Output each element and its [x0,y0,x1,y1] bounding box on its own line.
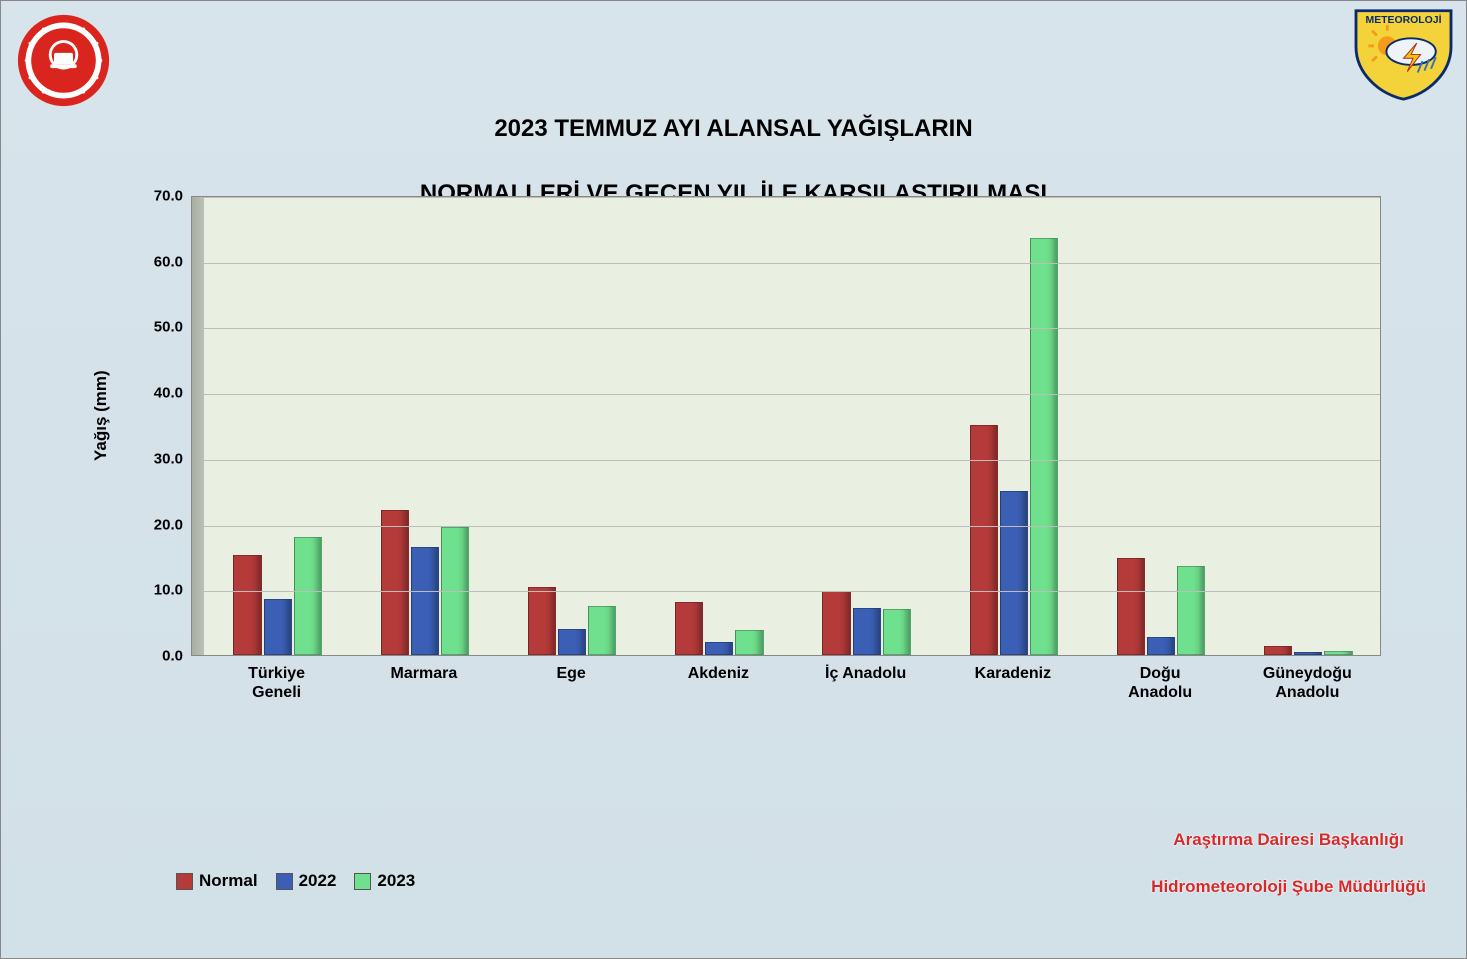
y-tick-label: 20.0 [133,516,183,533]
bar [675,602,703,655]
bar [853,608,881,655]
y-axis-label: Yağış (mm) [91,370,111,461]
x-axis-label: Ege [498,664,645,683]
bar [1264,646,1292,655]
bar [1000,491,1028,655]
gridline [204,526,1380,527]
y-tick-label: 30.0 [133,450,183,467]
legend-item: Normal [176,871,258,891]
bar [588,606,616,655]
bar [411,547,439,655]
bar [705,642,733,655]
y-tick-label: 40.0 [133,385,183,402]
gridline [204,394,1380,395]
x-axis-label: Türkiye Geneli [203,664,350,702]
legend-swatch [176,873,193,890]
credit-line1: Araştırma Dairesi Başkanlığı [1151,828,1426,852]
bar [822,591,850,655]
legend-swatch [276,873,293,890]
bars-layer [204,197,1380,655]
x-axis-label: Marmara [350,664,497,683]
bar [735,630,763,655]
legend: Normal 2022 2023 [176,871,415,891]
plot-sidewall [192,197,204,655]
bar [1030,238,1058,655]
bar [1147,637,1175,655]
chart: 0.010.020.030.040.050.060.070.0Türkiye G… [151,196,1381,756]
bar [1294,652,1322,655]
plot-area [191,196,1381,656]
gridline [204,591,1380,592]
legend-label: 2022 [299,871,337,891]
bar [558,629,586,655]
bar [1117,558,1145,655]
chart-title-line1: 2023 TEMMUZ AYI ALANSAL YAĞIŞLARIN [1,113,1466,145]
legend-item: 2022 [276,871,337,891]
bar [294,537,322,655]
bar [381,510,409,655]
bar [233,555,261,655]
x-axis-label: Akdeniz [645,664,792,683]
y-tick-label: 50.0 [133,319,183,336]
x-axis-label: Karadeniz [939,664,1086,683]
legend-label: 2023 [377,871,415,891]
bar [528,587,556,655]
bar [264,599,292,655]
y-tick-label: 10.0 [133,582,183,599]
meteoroloji-label: METEOROLOJİ [1366,13,1442,26]
bar [1177,566,1205,655]
credit-line2: Hidrometeoroloji Şube Müdürlüğü [1151,875,1426,899]
y-tick-label: 0.0 [133,648,183,665]
legend-label: Normal [199,871,258,891]
bar [1324,651,1352,655]
gridline [204,197,1380,198]
gridline [204,460,1380,461]
x-axis-label: İç Anadolu [792,664,939,683]
credit-text: Araştırma Dairesi Başkanlığı Hidrometeor… [1151,804,1426,923]
legend-item: 2023 [354,871,415,891]
y-tick-label: 70.0 [133,188,183,205]
x-axis-label: Güneydoğu Anadolu [1234,664,1381,702]
y-tick-label: 60.0 [133,253,183,270]
x-axis-label: Doğu Anadolu [1087,664,1234,702]
gridline [204,328,1380,329]
gridline [204,263,1380,264]
bar [883,609,911,655]
legend-swatch [354,873,371,890]
page: METEOROLOJİ 2023 TEMMUZ AYI ALANSAL YAĞI… [0,0,1467,959]
